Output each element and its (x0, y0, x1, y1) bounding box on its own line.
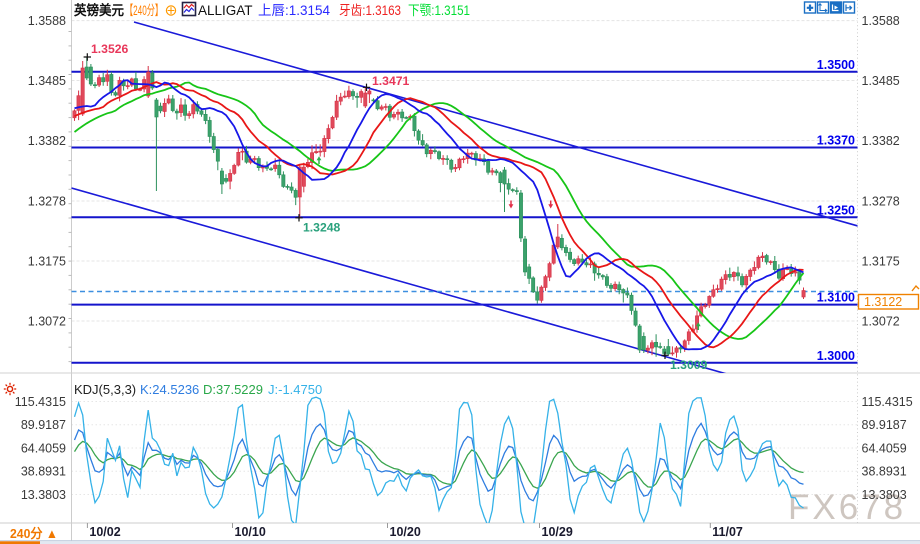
svg-text:K:24.5236: K:24.5236 (140, 382, 199, 397)
svg-text:13.3803: 13.3803 (862, 488, 907, 502)
svg-text:10/10: 10/10 (235, 525, 266, 539)
svg-text:115.4315: 115.4315 (15, 395, 66, 409)
svg-text:1.3000: 1.3000 (817, 349, 855, 363)
svg-text:牙齿:1.3163: 牙齿:1.3163 (339, 3, 401, 18)
svg-text:KDJ(5,3,3): KDJ(5,3,3) (74, 382, 136, 397)
svg-text:1.3175: 1.3175 (28, 254, 66, 268)
svg-text:1.3370: 1.3370 (817, 134, 855, 148)
svg-text:1.3588: 1.3588 (28, 14, 66, 28)
svg-text:11/07: 11/07 (712, 525, 743, 539)
svg-text:1.3382: 1.3382 (28, 134, 66, 148)
svg-text:1.3175: 1.3175 (862, 254, 900, 268)
svg-text:1.3278: 1.3278 (28, 194, 66, 208)
svg-text:J:-1.4750: J:-1.4750 (268, 382, 322, 397)
svg-text:240分 ▲: 240分 ▲ (10, 526, 58, 541)
svg-text:89.9187: 89.9187 (862, 418, 907, 432)
svg-text:10/29: 10/29 (542, 525, 573, 539)
svg-text:64.4059: 64.4059 (21, 441, 66, 455)
svg-text:下颚:1.3151: 下颚:1.3151 (408, 3, 470, 18)
svg-text:38.8931: 38.8931 (862, 465, 907, 479)
svg-text:10/02: 10/02 (89, 525, 120, 539)
svg-text:ALLIGAT: ALLIGAT (198, 3, 253, 18)
svg-text:1.3526: 1.3526 (91, 42, 128, 56)
svg-text:10/20: 10/20 (390, 525, 421, 539)
svg-text:1.3382: 1.3382 (862, 134, 900, 148)
svg-text:1.3072: 1.3072 (28, 314, 66, 328)
svg-text:上唇:1.3154: 上唇:1.3154 (258, 3, 330, 18)
svg-text:115.4315: 115.4315 (862, 395, 913, 409)
svg-text:【240分】: 【240分】 (125, 3, 163, 18)
svg-text:FX678: FX678 (788, 488, 906, 527)
svg-text:64.4059: 64.4059 (862, 441, 907, 455)
svg-text:1.3471: 1.3471 (372, 74, 409, 88)
svg-text:1.3100: 1.3100 (817, 291, 855, 305)
svg-text:D:37.5229: D:37.5229 (203, 382, 263, 397)
svg-text:1.3122: 1.3122 (864, 295, 902, 309)
svg-text:1.3500: 1.3500 (817, 58, 855, 72)
svg-text:13.3803: 13.3803 (21, 488, 66, 502)
svg-text:1.3485: 1.3485 (862, 74, 900, 88)
svg-text:1.3250: 1.3250 (817, 203, 855, 217)
svg-text:1.3588: 1.3588 (862, 14, 900, 28)
svg-text:1.3009: 1.3009 (670, 358, 707, 372)
svg-text:1.3248: 1.3248 (303, 221, 340, 235)
svg-text:1.3485: 1.3485 (28, 74, 66, 88)
svg-text:英镑美元: 英镑美元 (73, 2, 124, 18)
svg-text:1.3072: 1.3072 (862, 314, 900, 328)
svg-text:38.8931: 38.8931 (21, 465, 66, 479)
svg-text:1.3278: 1.3278 (862, 194, 900, 208)
svg-text:89.9187: 89.9187 (21, 418, 66, 432)
